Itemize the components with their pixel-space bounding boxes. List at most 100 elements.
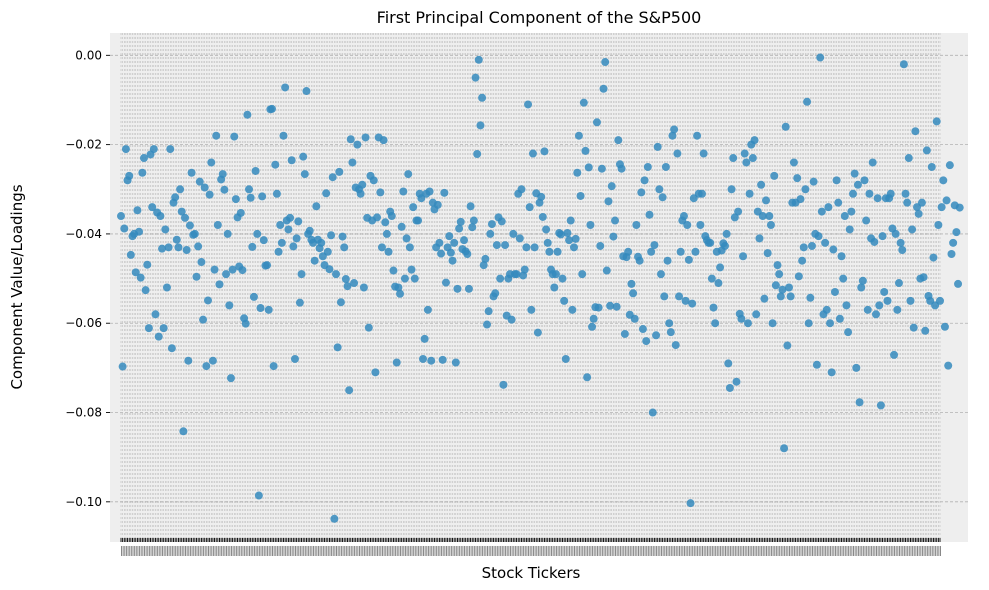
data-point [822, 305, 831, 314]
data-point [200, 183, 209, 192]
data-point [399, 187, 408, 196]
x-tick-label [395, 546, 397, 556]
x-tick-label [464, 546, 466, 556]
data-point [947, 250, 956, 259]
data-point [423, 305, 432, 314]
x-tick-label [583, 546, 585, 556]
data-point [483, 320, 492, 329]
y-tick-label: −0.06 [65, 316, 102, 330]
data-point [133, 206, 142, 215]
data-point [863, 305, 872, 314]
data-point [340, 243, 349, 252]
data-point [663, 256, 672, 265]
data-point [586, 220, 595, 229]
data-point [220, 185, 229, 194]
x-tick-label [664, 546, 666, 556]
data-point [256, 304, 265, 313]
x-tick-label [572, 546, 574, 556]
x-tick-label [867, 546, 869, 556]
data-point [569, 243, 578, 252]
data-point [812, 360, 821, 369]
data-point [698, 189, 707, 198]
x-tick-label [890, 546, 892, 556]
data-point [136, 273, 145, 282]
plot-background [110, 33, 968, 542]
x-tick-label [304, 546, 306, 556]
x-tick-label [224, 546, 226, 556]
x-tick-label [385, 546, 387, 556]
x-tick-label [150, 546, 152, 556]
data-point [768, 319, 777, 328]
x-tick-label [488, 546, 490, 556]
x-tick-label [176, 546, 178, 556]
x-tick-label [606, 546, 608, 556]
x-tick-label [618, 546, 620, 556]
data-point [371, 368, 380, 377]
data-point [870, 237, 879, 246]
data-point [361, 133, 370, 142]
data-point [222, 270, 231, 279]
data-point [949, 238, 958, 247]
x-tick-label [354, 546, 356, 556]
data-point [377, 243, 386, 252]
x-tick-label [546, 546, 548, 556]
x-tick-label [498, 546, 500, 556]
x-tick-label [690, 546, 692, 556]
x-tick-label [514, 546, 516, 556]
data-point [821, 238, 830, 247]
data-point [241, 319, 250, 328]
data-point [527, 305, 536, 314]
x-tick-label [239, 546, 241, 556]
x-tick-label [334, 546, 336, 556]
data-point [681, 296, 690, 305]
data-point [826, 319, 835, 328]
x-tick-label [180, 546, 182, 556]
x-tick-label [153, 546, 155, 556]
data-point [893, 305, 902, 314]
x-tick-label [757, 546, 759, 556]
data-point [364, 323, 373, 332]
x-tick-label [226, 546, 228, 556]
data-point [775, 270, 784, 279]
data-point [446, 248, 455, 257]
x-tick-label [204, 546, 206, 556]
data-point [202, 362, 211, 371]
data-point [330, 514, 339, 523]
data-point [215, 280, 224, 289]
x-tick-label [619, 546, 621, 556]
data-point [906, 296, 915, 305]
data-point [269, 362, 278, 371]
x-tick-label [240, 546, 242, 556]
x-tick-label [137, 546, 139, 556]
data-point [402, 234, 411, 243]
data-point [921, 326, 930, 335]
x-tick-label [644, 546, 646, 556]
data-point [236, 208, 245, 217]
data-point [607, 182, 616, 191]
x-tick-label [615, 546, 617, 556]
x-tick-label [905, 546, 907, 556]
data-point [765, 212, 774, 221]
data-point [891, 229, 900, 238]
x-tick-label [869, 546, 871, 556]
x-tick-label [797, 546, 799, 556]
data-point [561, 354, 570, 363]
data-point [806, 293, 815, 302]
x-tick-label [268, 546, 270, 556]
data-point [675, 292, 684, 301]
x-tick-label [175, 546, 177, 556]
x-tick-label [263, 546, 265, 556]
x-tick-label [539, 546, 541, 556]
data-point [243, 110, 252, 119]
data-point [660, 292, 669, 301]
data-point [522, 243, 531, 252]
x-tick-label [935, 546, 937, 556]
x-tick-label [777, 546, 779, 556]
data-point [862, 216, 871, 225]
x-tick-label [861, 546, 863, 556]
x-tick-label [475, 546, 477, 556]
x-tick-label [567, 546, 569, 556]
data-point [670, 125, 679, 134]
x-tick-label [372, 546, 374, 556]
